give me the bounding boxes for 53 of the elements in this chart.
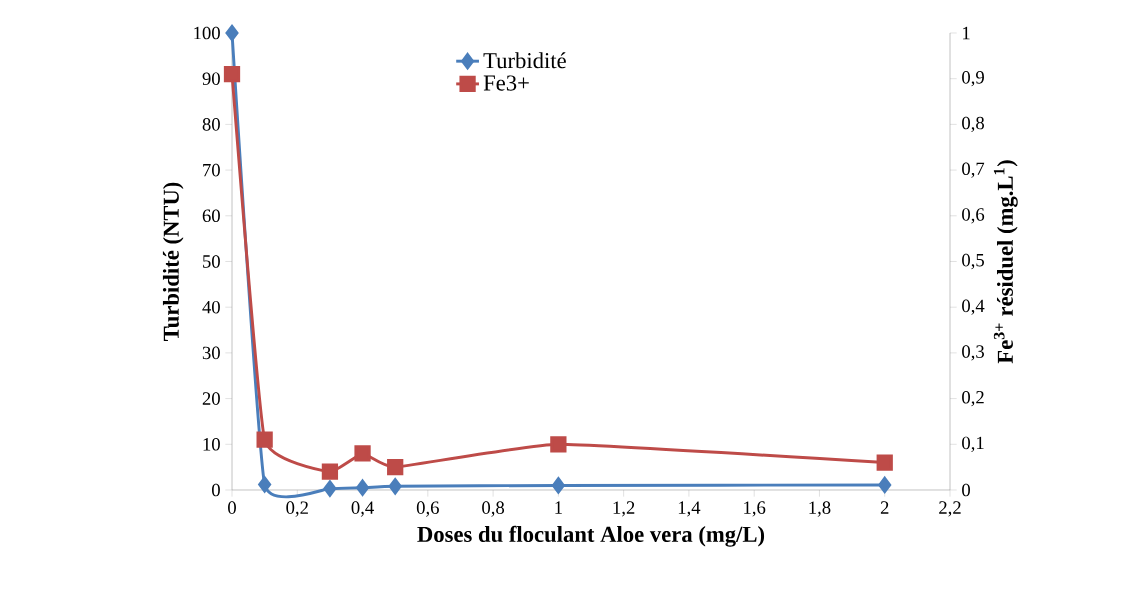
point xyxy=(876,454,893,471)
y-tick-label: 100 xyxy=(194,26,220,40)
y-tick-label: 0 xyxy=(212,483,220,497)
y-axis-title: Turbidité (NTU) xyxy=(162,182,184,341)
y2-tick-label: 0,8 xyxy=(962,116,984,133)
point xyxy=(321,463,339,480)
y2-tick-label: 0,5 xyxy=(962,253,984,270)
x-tick-label: 2 xyxy=(880,501,889,514)
y2-tick-label: 0,6 xyxy=(962,208,985,224)
x-tick-label: 1 xyxy=(555,501,562,514)
point xyxy=(878,476,892,494)
y-tick-label: 50 xyxy=(203,255,220,268)
y2-tick-label: 0,3 xyxy=(962,345,984,361)
y2-tick-label: 0,1 xyxy=(962,436,984,452)
x-tick-label: 1,6 xyxy=(744,501,766,517)
legend-label: Turbidité xyxy=(483,52,566,69)
x-tick-label: 2,2 xyxy=(939,501,961,517)
y-tick-label: 20 xyxy=(202,392,220,405)
y-tick-label: 30 xyxy=(202,346,220,360)
x-tick-label: 0,4 xyxy=(351,501,374,517)
x-tick-label: 1,8 xyxy=(809,501,831,517)
legend-label: Fe3+ xyxy=(483,75,529,91)
x-axis-title: Doses du floculant Aloe vera (mg/L) xyxy=(417,525,765,547)
point xyxy=(550,436,567,453)
point xyxy=(323,480,337,497)
y2-tick-label: 0,4 xyxy=(962,299,985,315)
y-tick-label: 40 xyxy=(202,300,220,314)
y-tick-label: 60 xyxy=(202,209,220,223)
point xyxy=(258,476,272,493)
x-tick-label: 0,8 xyxy=(482,501,505,517)
point xyxy=(223,65,241,83)
y-tick-label: 10 xyxy=(203,437,220,451)
point xyxy=(387,459,404,476)
point xyxy=(551,477,565,494)
y-tick-label: 80 xyxy=(202,118,220,131)
y2-tick-label: 0,7 xyxy=(962,162,985,178)
x-tick-label: 1,4 xyxy=(678,501,701,517)
x-tick-label: 1,2 xyxy=(613,501,635,517)
y2-tick-label: 0 xyxy=(962,483,970,497)
point xyxy=(356,479,370,496)
x-tick-label: 0,6 xyxy=(416,501,439,517)
y2-tick-label: 0,9 xyxy=(962,71,984,87)
point xyxy=(354,445,371,462)
point xyxy=(256,431,273,448)
x-tick-label: 0,2 xyxy=(286,501,308,517)
point xyxy=(388,478,402,495)
x-tick-label: 0 xyxy=(228,501,236,514)
point xyxy=(225,24,239,42)
y2-tick-label: 1 xyxy=(963,26,970,40)
y2-axis-title: Fe$^{3+}$ résiduel (mg.L$^{1}$) xyxy=(993,160,1018,364)
y-tick-label: 90 xyxy=(202,72,220,85)
y-tick-label: 70 xyxy=(203,163,220,177)
y2-tick-label: 0,2 xyxy=(962,390,984,407)
